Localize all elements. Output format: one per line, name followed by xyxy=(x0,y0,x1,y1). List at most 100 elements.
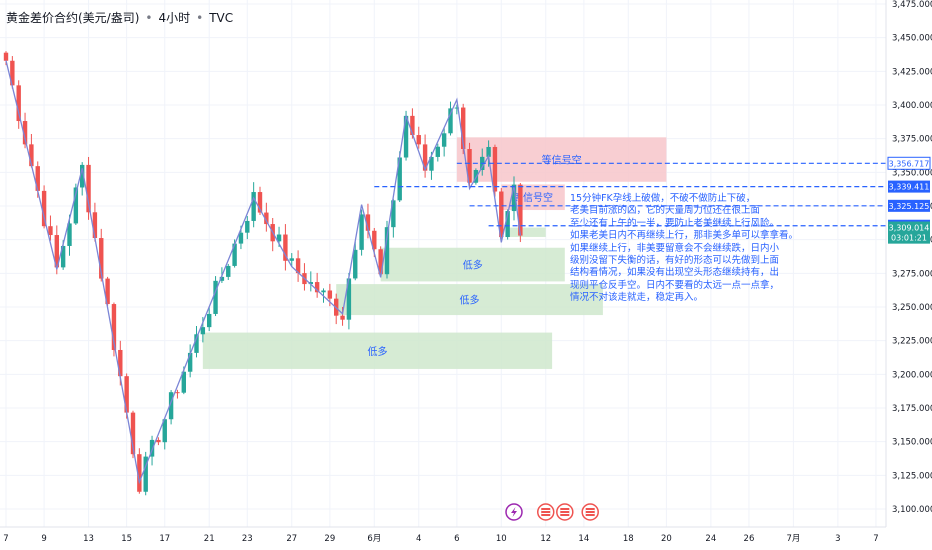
candle xyxy=(441,128,447,157)
candle-body xyxy=(289,258,294,261)
candle-body xyxy=(435,146,440,157)
candle xyxy=(511,176,517,221)
candle xyxy=(391,198,396,238)
candle xyxy=(111,302,117,357)
candle-body xyxy=(105,278,110,305)
candle-body xyxy=(111,304,117,350)
candle xyxy=(137,448,142,494)
y-tick-label: 3,375.000 xyxy=(892,135,932,145)
candle xyxy=(54,225,59,275)
candle xyxy=(22,112,28,149)
y-tick-label: 3,125.000 xyxy=(892,471,932,481)
candle xyxy=(346,272,352,330)
x-tick-label: 9 xyxy=(41,534,46,544)
note-line: 结构看情况，如果没有出现空头形态继续持有，出 xyxy=(570,267,780,279)
candle xyxy=(289,253,294,267)
price-label-text: 03:01:21 xyxy=(891,234,927,243)
candle-body xyxy=(73,187,79,224)
symbol-title[interactable]: 黄金差价合约(美元/盎司) xyxy=(6,11,140,25)
note-line: 现则平仓反手空。日内不要看的太远一点一点拿， xyxy=(570,279,780,291)
candle-body xyxy=(162,419,167,443)
event-icons xyxy=(505,503,599,521)
y-tick-label: 3,475.000 xyxy=(892,0,932,10)
candle xyxy=(29,133,34,168)
x-tick-label: 7 xyxy=(3,534,8,544)
price-label-box xyxy=(888,180,930,193)
buy-zone xyxy=(202,332,553,369)
candle-body xyxy=(245,220,250,233)
note-line: 情况不对该走就走，稳定再入。 xyxy=(570,292,704,304)
candle xyxy=(156,437,161,446)
candle-body xyxy=(397,157,402,201)
zone-label: 等信号空 xyxy=(513,191,553,204)
price-label-text: 3,339.411 xyxy=(889,183,930,192)
candle-body xyxy=(118,349,123,377)
candle xyxy=(499,188,504,243)
candle-body xyxy=(156,439,161,443)
candle-body xyxy=(41,190,47,227)
candle xyxy=(251,182,256,228)
candle xyxy=(73,183,79,226)
candle-body xyxy=(86,164,91,213)
note-line: 老美目前涨的凶，它的天量周力位还在很上面 xyxy=(570,205,761,217)
candle-body xyxy=(264,212,269,225)
candle xyxy=(10,56,15,89)
candle-body xyxy=(187,352,193,372)
buy-zone xyxy=(507,227,546,237)
header-separator: • xyxy=(145,11,153,25)
candle-body xyxy=(130,412,136,455)
interval-label[interactable]: 4小时 xyxy=(158,11,191,25)
price-axis: 3,475.000 3,450.000 3,425.000 3,400.000 3,37… xyxy=(892,0,932,515)
candle-body xyxy=(365,214,371,231)
buy-zone xyxy=(336,284,603,316)
candle-body xyxy=(378,249,383,275)
source-label: TVC xyxy=(209,11,234,25)
price-label-text: 3,356.717 xyxy=(889,159,930,168)
candle xyxy=(486,140,491,167)
candle-body xyxy=(321,290,326,293)
price-label-box xyxy=(888,231,930,244)
candle-body xyxy=(80,164,85,188)
candle-body xyxy=(168,392,174,420)
candle-body xyxy=(518,184,523,236)
x-tick-label: 20 xyxy=(661,534,672,544)
candle-body xyxy=(194,334,199,353)
x-tick-label: 18 xyxy=(623,534,634,544)
y-tick-label: 3,150.000 xyxy=(892,438,932,448)
candle-body xyxy=(251,192,256,221)
candle-body xyxy=(92,212,98,239)
candle-body xyxy=(200,327,206,335)
x-tick-label: 12 xyxy=(540,534,551,544)
zone-label: 低多 xyxy=(460,294,480,307)
x-tick-label: 24 xyxy=(705,534,716,544)
candle-body xyxy=(429,156,434,171)
x-tick-label: 21 xyxy=(204,534,215,544)
x-tick-label: 10 xyxy=(496,534,507,544)
x-tick-label: 7月 xyxy=(786,534,800,544)
candle-body xyxy=(149,439,155,457)
dashed-levels xyxy=(374,162,886,227)
buy-zone xyxy=(380,247,565,282)
candle xyxy=(187,344,193,378)
candle xyxy=(416,126,421,149)
price-label-box xyxy=(888,199,930,212)
candle-body xyxy=(48,226,53,236)
candle xyxy=(353,241,358,281)
candle-body xyxy=(441,133,447,147)
y-tick-label: 3,425.000 xyxy=(892,67,932,77)
candle xyxy=(175,389,180,399)
y-tick-label: 3,175.000 xyxy=(892,404,932,414)
candle-body xyxy=(416,135,421,145)
candle xyxy=(67,214,72,256)
candle-body xyxy=(10,60,15,86)
price-label-box xyxy=(887,156,931,170)
x-tick-label: 6月 xyxy=(367,534,381,544)
candle xyxy=(384,220,390,279)
y-tick-label: 3,275.000 xyxy=(892,269,932,279)
x-tick-label: 13 xyxy=(83,534,94,544)
candle-body xyxy=(3,52,9,61)
candle xyxy=(194,325,199,358)
y-tick-label: 3,200.000 xyxy=(892,370,932,380)
candle-body xyxy=(207,313,212,328)
